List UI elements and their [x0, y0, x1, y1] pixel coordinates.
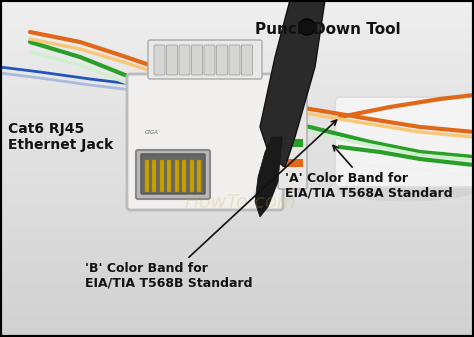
Text: Cat6 RJ45
Ethernet Jack: Cat6 RJ45 Ethernet Jack: [8, 122, 113, 152]
FancyBboxPatch shape: [335, 97, 474, 187]
Text: HowTo.com: HowTo.com: [184, 192, 296, 212]
FancyBboxPatch shape: [241, 45, 253, 75]
Bar: [282, 139, 303, 147]
FancyBboxPatch shape: [154, 45, 165, 75]
FancyBboxPatch shape: [278, 75, 307, 189]
FancyBboxPatch shape: [166, 45, 177, 75]
Text: GIGA: GIGA: [145, 130, 159, 135]
FancyBboxPatch shape: [148, 40, 262, 79]
Text: 'A' Color Band for
EIA/TIA T568A Standard: 'A' Color Band for EIA/TIA T568A Standar…: [285, 146, 453, 200]
FancyBboxPatch shape: [229, 45, 240, 75]
FancyBboxPatch shape: [179, 45, 190, 75]
Bar: [175, 160, 179, 192]
Bar: [182, 160, 186, 192]
Circle shape: [299, 19, 315, 35]
Bar: [167, 160, 172, 192]
FancyBboxPatch shape: [204, 45, 215, 75]
Bar: [153, 160, 156, 192]
Bar: [282, 159, 303, 167]
FancyBboxPatch shape: [141, 154, 205, 194]
Text: Punch Down Tool: Punch Down Tool: [255, 22, 401, 37]
Polygon shape: [255, 137, 282, 217]
FancyBboxPatch shape: [191, 45, 202, 75]
Polygon shape: [260, 0, 325, 167]
FancyBboxPatch shape: [136, 150, 210, 199]
Bar: [190, 160, 194, 192]
Ellipse shape: [337, 177, 474, 202]
Bar: [160, 160, 164, 192]
Bar: [198, 160, 201, 192]
Bar: [145, 160, 149, 192]
FancyBboxPatch shape: [217, 45, 228, 75]
FancyBboxPatch shape: [127, 74, 283, 210]
Text: 'B' Color Band for
EIA/TIA T568B Standard: 'B' Color Band for EIA/TIA T568B Standar…: [85, 120, 337, 290]
